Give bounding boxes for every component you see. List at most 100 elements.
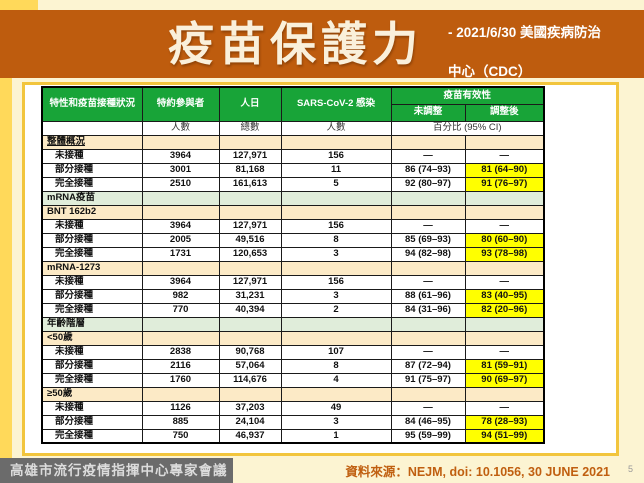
subtitle-line2: 中心（CDC） bbox=[448, 64, 532, 80]
unadjusted-cell: — bbox=[390, 344, 466, 360]
person-days-cell: 24,104 bbox=[218, 414, 282, 430]
participants-cell: 982 bbox=[141, 288, 220, 304]
section-empty-cell bbox=[280, 386, 392, 402]
participants-cell: 770 bbox=[141, 302, 220, 318]
row-label: 部分接種 bbox=[41, 288, 143, 304]
adjusted-cell: — bbox=[464, 218, 545, 234]
section-empty-cell bbox=[141, 386, 220, 402]
section-empty-cell bbox=[218, 316, 282, 332]
infections-cell: 107 bbox=[280, 344, 392, 360]
person-days-cell: 40,394 bbox=[218, 302, 282, 318]
section-empty-cell bbox=[141, 260, 220, 276]
section-empty-cell bbox=[218, 190, 282, 206]
adjusted-cell: — bbox=[464, 344, 545, 360]
section-empty-cell bbox=[218, 260, 282, 276]
section-empty-cell bbox=[464, 386, 545, 402]
section-empty-cell bbox=[280, 330, 392, 346]
infections-cell: 1 bbox=[280, 428, 392, 444]
data-row: 未接種 3964 127,971 156— — bbox=[41, 148, 545, 164]
participants-cell: 2005 bbox=[141, 232, 220, 248]
person-days-cell: 120,653 bbox=[218, 246, 282, 262]
section-empty-cell bbox=[464, 204, 545, 220]
section-empty-cell bbox=[141, 330, 220, 346]
section-label: mRNA-1273 bbox=[41, 260, 143, 276]
unadjusted-cell: 85 (69–93) bbox=[390, 232, 466, 248]
section-empty-cell bbox=[141, 204, 220, 220]
section-empty-cell bbox=[218, 204, 282, 220]
adjusted-cell: 94 (51–99) bbox=[464, 428, 545, 444]
section-label: <50歲 bbox=[41, 330, 143, 346]
adjusted-cell: 81 (64–90) bbox=[464, 162, 545, 178]
section-empty-cell bbox=[218, 386, 282, 402]
table-body: 整體概況 未接種 3964 127,971 156— — 部分接種 3001 81,168 11 8… bbox=[41, 134, 545, 444]
participants-cell: 1760 bbox=[141, 372, 220, 388]
infections-cell: 8 bbox=[280, 232, 392, 248]
subheader-participants: 人數 bbox=[141, 120, 220, 136]
section-label: ≥50歲 bbox=[41, 386, 143, 402]
section-empty-cell bbox=[280, 260, 392, 276]
participants-cell: 750 bbox=[141, 428, 220, 444]
infections-cell: 3 bbox=[280, 246, 392, 262]
infections-cell: 156 bbox=[280, 218, 392, 234]
section-label: BNT 162b2 bbox=[41, 204, 143, 220]
section-empty-cell bbox=[464, 190, 545, 206]
adjusted-cell: — bbox=[464, 274, 545, 290]
section-empty-cell bbox=[390, 190, 466, 206]
row-label: 未接種 bbox=[41, 344, 143, 360]
row-label: 部分接種 bbox=[41, 358, 143, 374]
left-accent-strip bbox=[0, 0, 12, 458]
col-header-person-days: 人日 bbox=[218, 86, 282, 122]
section-empty-cell bbox=[390, 386, 466, 402]
adjusted-cell: — bbox=[464, 148, 545, 164]
row-label: 未接種 bbox=[41, 148, 143, 164]
data-row: 未接種 1126 37,203 49— — bbox=[41, 400, 545, 416]
adjusted-cell: 82 (20–96) bbox=[464, 302, 545, 318]
data-row: 部分接種 3001 81,168 11 86 (74–93) 81 (64–90) bbox=[41, 162, 545, 178]
row-label: 完全接種 bbox=[41, 428, 143, 444]
subheader-person-days: 總數 bbox=[218, 120, 282, 136]
person-days-cell: 127,971 bbox=[218, 274, 282, 290]
section-empty-cell bbox=[218, 330, 282, 346]
section-row: 整體概況 bbox=[41, 134, 545, 150]
subheader-infection: 人數 bbox=[280, 120, 392, 136]
unadjusted-cell: 87 (72–94) bbox=[390, 358, 466, 374]
adjusted-cell: 93 (78–98) bbox=[464, 246, 545, 262]
unadjusted-cell: 88 (61–96) bbox=[390, 288, 466, 304]
section-empty-cell bbox=[280, 190, 392, 206]
data-row: 完全接種 770 40,394 2 84 (31–96) 82 (20–96) bbox=[41, 302, 545, 318]
person-days-cell: 57,064 bbox=[218, 358, 282, 374]
unadjusted-cell: 94 (82–98) bbox=[390, 246, 466, 262]
participants-cell: 3001 bbox=[141, 162, 220, 178]
table-header-row-1: 特性和疫苗接種狀況 特約參與者 人日 SARS-CoV-2 感染 疫苗有效性 bbox=[41, 86, 545, 122]
data-row: 完全接種 2510 161,613 5 92 (80–97) 91 (76–97) bbox=[41, 176, 545, 192]
participants-cell: 1731 bbox=[141, 246, 220, 262]
participants-cell: 2510 bbox=[141, 176, 220, 192]
page-number: 5 bbox=[628, 464, 634, 474]
person-days-cell: 81,168 bbox=[218, 162, 282, 178]
row-label: 完全接種 bbox=[41, 246, 143, 262]
unadjusted-cell: 86 (74–93) bbox=[390, 162, 466, 178]
section-empty-cell bbox=[390, 134, 466, 150]
person-days-cell: 114,676 bbox=[218, 372, 282, 388]
footer-committee-bar: 高雄市流行疫情指揮中心專家會議 bbox=[0, 458, 233, 483]
adjusted-cell: 80 (60–90) bbox=[464, 232, 545, 248]
title-band: 疫苗保護力 - 2021/6/30 美國疾病防治 中心（CDC） bbox=[0, 10, 644, 80]
person-days-cell: 49,516 bbox=[218, 232, 282, 248]
person-days-cell: 127,971 bbox=[218, 218, 282, 234]
unadjusted-cell: — bbox=[390, 218, 466, 234]
section-empty-cell bbox=[218, 134, 282, 150]
data-row: 未接種 3964 127,971 156— — bbox=[41, 274, 545, 290]
unadjusted-cell: 84 (31–96) bbox=[390, 302, 466, 318]
person-days-cell: 31,231 bbox=[218, 288, 282, 304]
data-row: 部分接種 2005 49,516 8 85 (69–93) 80 (60–90) bbox=[41, 232, 545, 248]
data-row: 部分接種 982 31,231 3 88 (61–96) 83 (40–95) bbox=[41, 288, 545, 304]
row-label: 部分接種 bbox=[41, 232, 143, 248]
infections-cell: 8 bbox=[280, 358, 392, 374]
row-label: 部分接種 bbox=[41, 162, 143, 178]
infections-cell: 2 bbox=[280, 302, 392, 318]
section-empty-cell bbox=[141, 134, 220, 150]
infections-cell: 3 bbox=[280, 288, 392, 304]
section-empty-cell bbox=[141, 316, 220, 332]
row-label: 未接種 bbox=[41, 218, 143, 234]
